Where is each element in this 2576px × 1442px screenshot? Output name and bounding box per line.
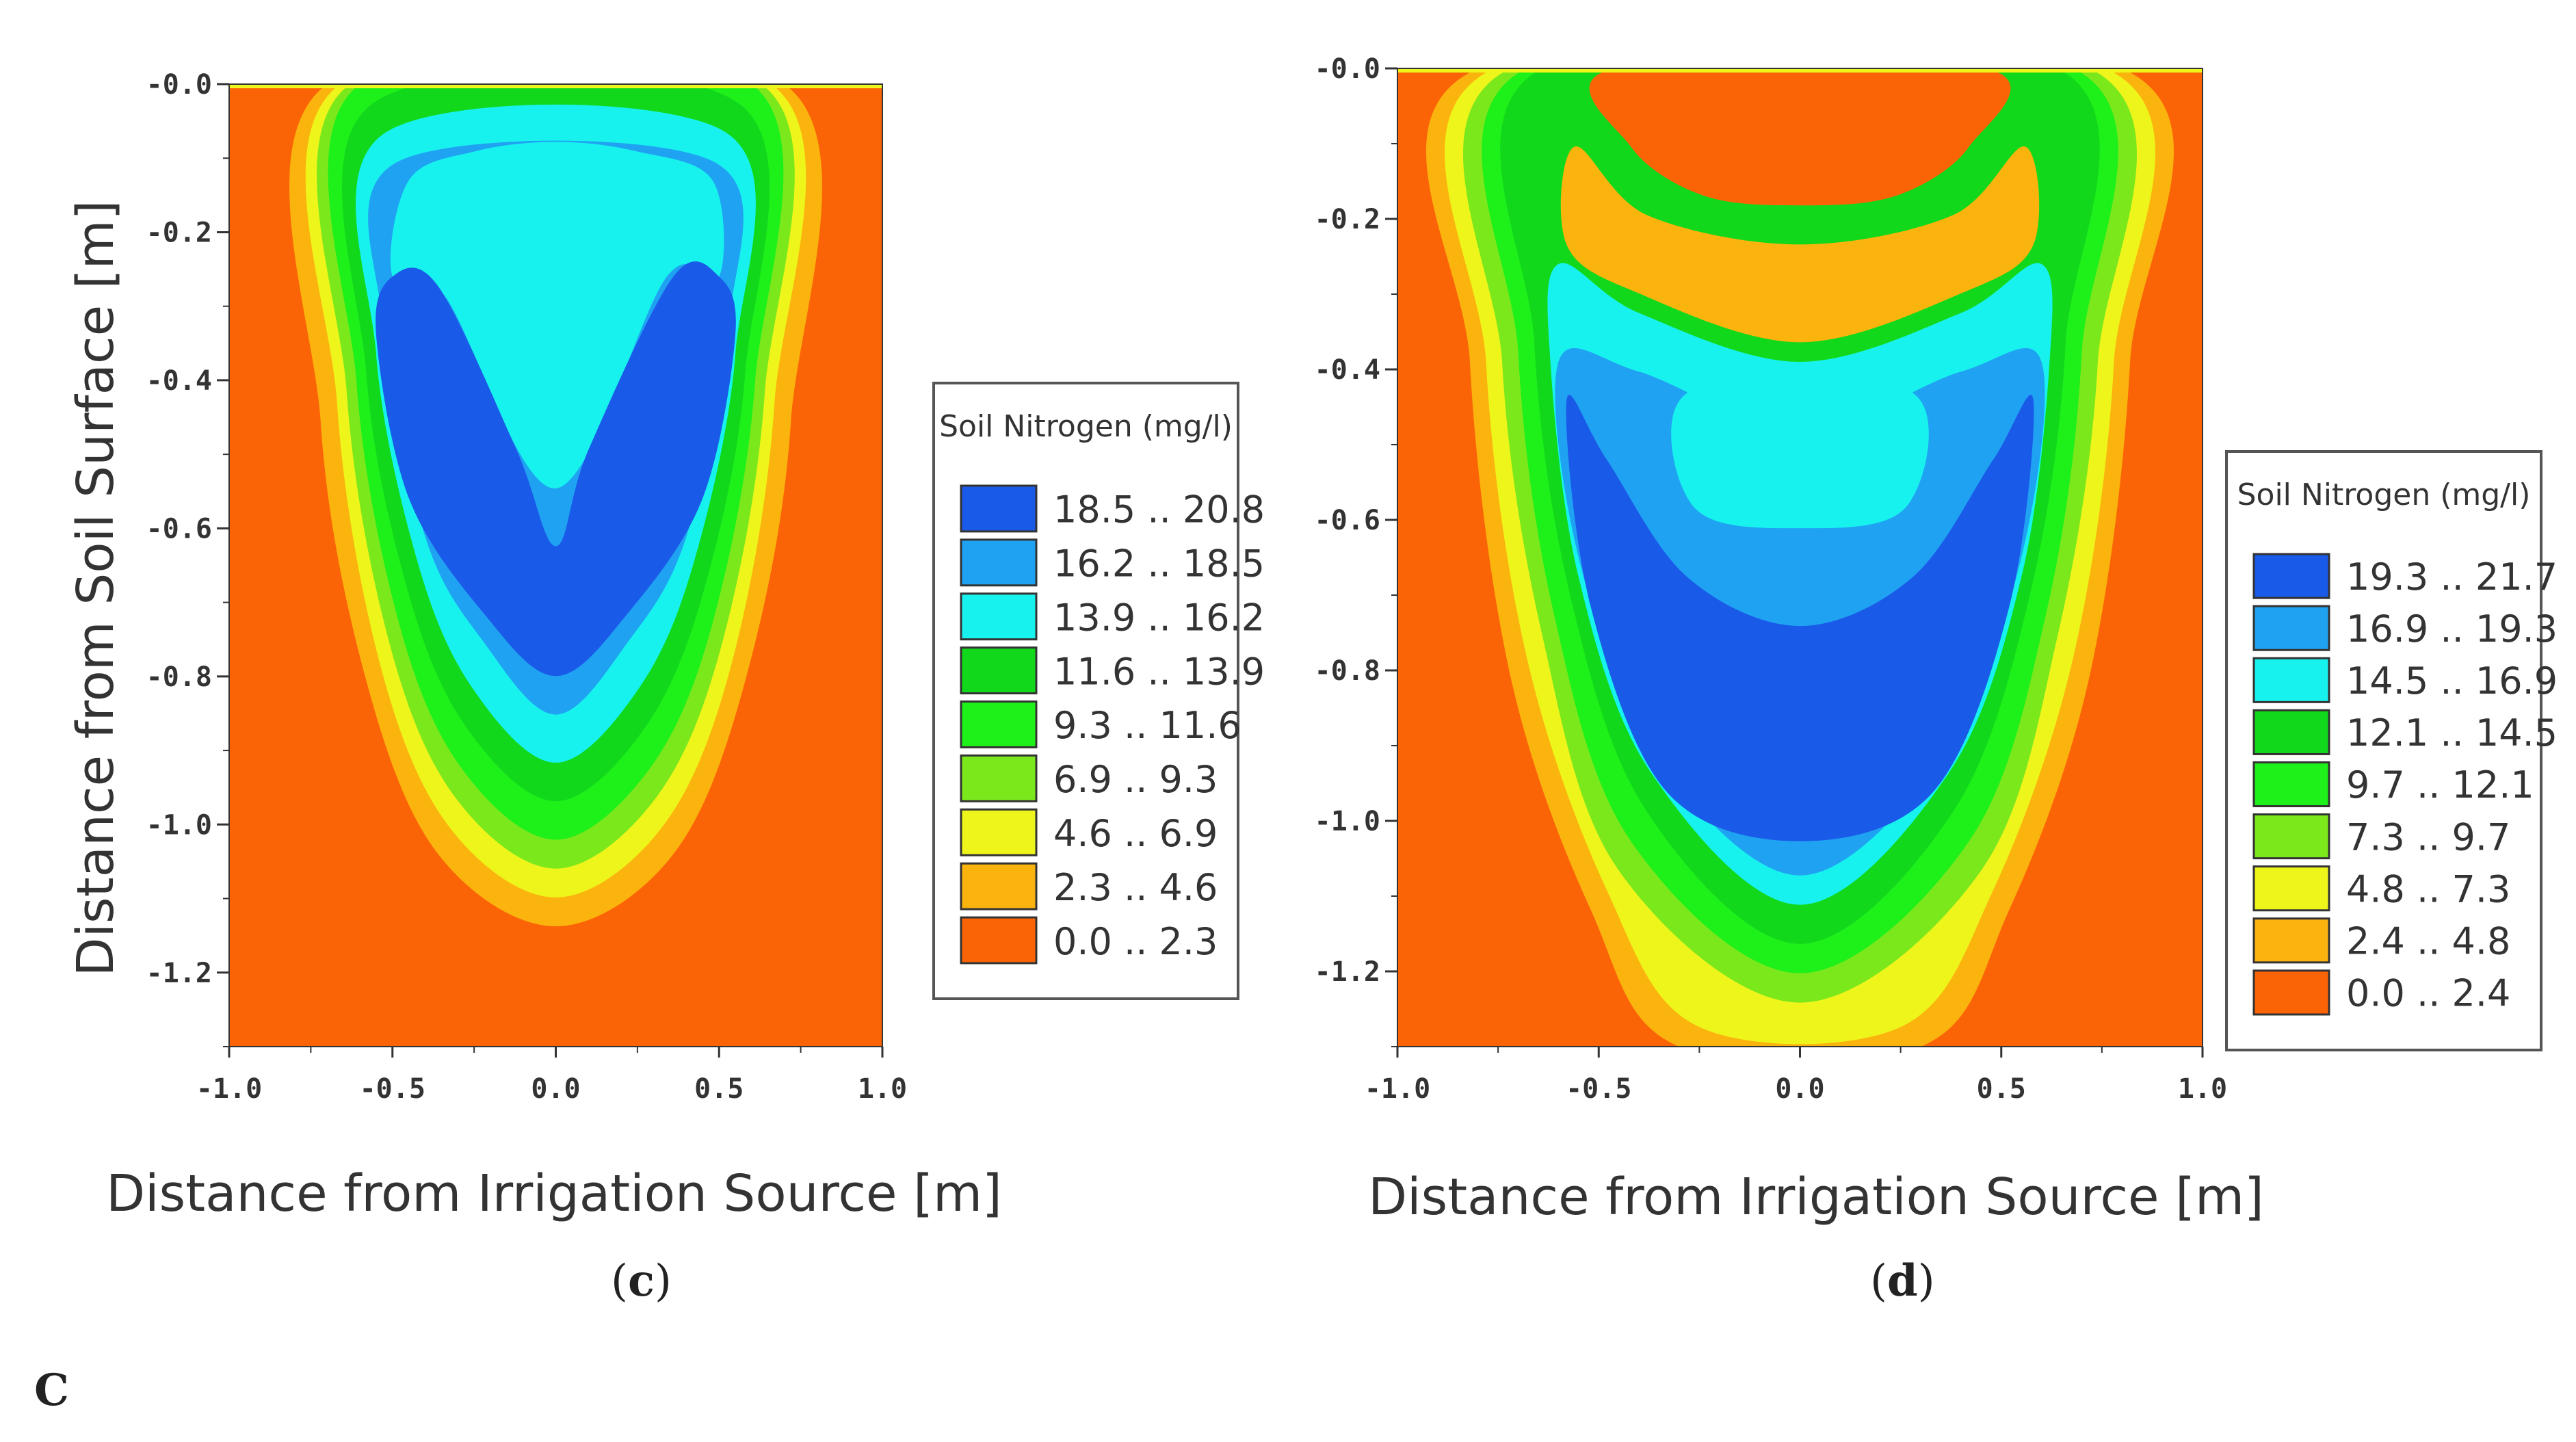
legend-range-label: 4.8 .. 7.3 — [2346, 867, 2510, 910]
y-tick-label: -0.4 — [1315, 354, 1380, 386]
chart-c: -1.0 -0.5 0.0 0.5 1.0 -0.0 -0.2 -0.4 -0.6 -0.8 -1.… — [66, 69, 1265, 1223]
x-tick-label: 1.0 — [858, 1073, 907, 1105]
legend-swatch — [2252, 865, 2330, 912]
contour-band — [1560, 146, 2040, 343]
legend-range-label: 13.9 .. 16.2 — [1053, 596, 1265, 639]
surface-strip — [1397, 68, 2203, 73]
caption-d: (d) — [1870, 1255, 1935, 1307]
contour-band — [376, 261, 736, 677]
legend-range-label: 7.3 .. 9.7 — [2346, 815, 2510, 858]
x-tick-label: -0.5 — [1566, 1073, 1631, 1105]
plot-area-c — [229, 84, 882, 1047]
x-tick-label: -1.0 — [196, 1073, 262, 1105]
legend-swatch — [960, 592, 1038, 641]
legend-swatch — [960, 916, 1038, 965]
axes-c: -1.0 -0.5 0.0 0.5 1.0 -0.0 -0.2 -0.4 -0.6 -0.8 -1.… — [146, 69, 907, 1105]
y-tick-label: -1.0 — [146, 809, 212, 841]
legend-swatch — [2252, 969, 2330, 1016]
legend-swatch — [2252, 813, 2330, 860]
y-tick-label: -0.2 — [1315, 204, 1380, 235]
legend-range-label: 2.4 .. 4.8 — [2346, 920, 2510, 963]
x-tick-label: -1.0 — [1365, 1073, 1430, 1105]
y-tick-label: -0.4 — [146, 365, 212, 397]
caption-d-letter: d — [1887, 1255, 1918, 1307]
y-tick-label: -0.0 — [1315, 53, 1380, 85]
legend-swatch — [960, 484, 1038, 533]
legend-c: Soil Nitrogen (mg/l) 18.5 .. 20.8 16.2 .. … — [932, 382, 1265, 1000]
legend-range-label: 11.6 .. 13.9 — [1053, 650, 1265, 693]
legend-range-label: 0.0 .. 2.3 — [1053, 920, 1218, 963]
contour-band — [1566, 395, 2034, 841]
y-tick-label: -1.0 — [1315, 806, 1380, 837]
y-tick-label: -1.2 — [146, 958, 212, 989]
x-axis-title-c: Distance from Irrigation Source [m] — [106, 1164, 1002, 1223]
y-tick-label: -0.0 — [146, 69, 212, 101]
y-tick-label: -0.6 — [1315, 505, 1380, 536]
legend-swatch — [2252, 605, 2330, 651]
surface-strip — [229, 84, 882, 88]
legend-range-label: 0.0 .. 2.4 — [2346, 972, 2510, 1015]
plot-frame — [1397, 68, 2203, 1047]
legend-range-label: 2.3 .. 4.6 — [1053, 866, 1218, 909]
legend-swatch — [960, 754, 1038, 802]
x-axis-title-d: Distance from Irrigation Source [m] — [1368, 1168, 2264, 1227]
x-tick-label: -0.5 — [360, 1073, 425, 1105]
footnote-label: C — [34, 1365, 69, 1416]
axes-d: -1.0 -0.5 0.0 0.5 1.0 -0.0 -0.2 -0.4 -0.6 -0.8 -1.… — [1315, 53, 2227, 1105]
contour-band — [1671, 362, 1929, 529]
legend-title: Soil Nitrogen (mg/l) — [2237, 477, 2531, 512]
legend-range-label: 18.5 .. 20.8 — [1053, 488, 1265, 532]
legend-swatch — [960, 862, 1038, 910]
legend-swatch — [960, 808, 1038, 856]
y-tick-label: -0.6 — [146, 513, 212, 545]
plot-frame — [228, 83, 883, 1047]
legend-range-label: 4.6 .. 6.9 — [1053, 812, 1218, 855]
y-tick-label: -0.2 — [146, 217, 212, 248]
legend-range-label: 19.3 .. 21.7 — [2346, 555, 2558, 599]
legend-range-label: 14.5 .. 16.9 — [2346, 659, 2558, 703]
x-tick-label: 1.0 — [2178, 1073, 2227, 1105]
chart-d: -1.0 -0.5 0.0 0.5 1.0 -0.0 -0.2 -0.4 -0.6 -0.8 -1.… — [1315, 53, 2558, 1227]
plot-area-d — [1397, 68, 2203, 1047]
x-tick-label: 0.5 — [1977, 1073, 2026, 1105]
legend-swatch — [2252, 709, 2330, 755]
legend-swatch — [2252, 917, 2330, 964]
x-tick-label: 0.0 — [531, 1073, 580, 1105]
legend-range-label: 16.2 .. 18.5 — [1053, 542, 1265, 586]
legend-swatch — [960, 646, 1038, 695]
caption-c: (c) — [611, 1255, 672, 1307]
legend-swatch — [960, 538, 1038, 587]
legend-swatch — [2252, 657, 2330, 703]
y-tick-label: -1.2 — [1315, 956, 1380, 988]
legend-range-label: 12.1 .. 14.5 — [2346, 711, 2558, 755]
x-tick-label: 0.5 — [694, 1073, 744, 1105]
legend-range-label: 9.7 .. 12.1 — [2346, 763, 2534, 807]
legend-title: Soil Nitrogen (mg/l) — [939, 409, 1233, 444]
legend-range-label: 6.9 .. 9.3 — [1053, 758, 1218, 801]
legend-range-label: 9.3 .. 11.6 — [1053, 704, 1241, 747]
legend-swatch — [2252, 553, 2330, 599]
legend-d: Soil Nitrogen (mg/l) 19.3 .. 21.7 16.9 .. … — [2225, 450, 2558, 1051]
legend-swatch — [960, 700, 1038, 748]
contour-band — [390, 142, 724, 489]
caption-c-letter: c — [627, 1255, 655, 1307]
y-axis-title-c: Distance from Soil Surface [m] — [66, 200, 125, 977]
legend-range-label: 16.9 .. 19.3 — [2346, 607, 2558, 651]
y-tick-label: -0.8 — [146, 661, 212, 693]
legend-swatch — [2252, 761, 2330, 808]
x-tick-label: 0.0 — [1775, 1073, 1824, 1105]
y-tick-label: -0.8 — [1315, 655, 1380, 687]
contour-band — [1589, 68, 2011, 206]
